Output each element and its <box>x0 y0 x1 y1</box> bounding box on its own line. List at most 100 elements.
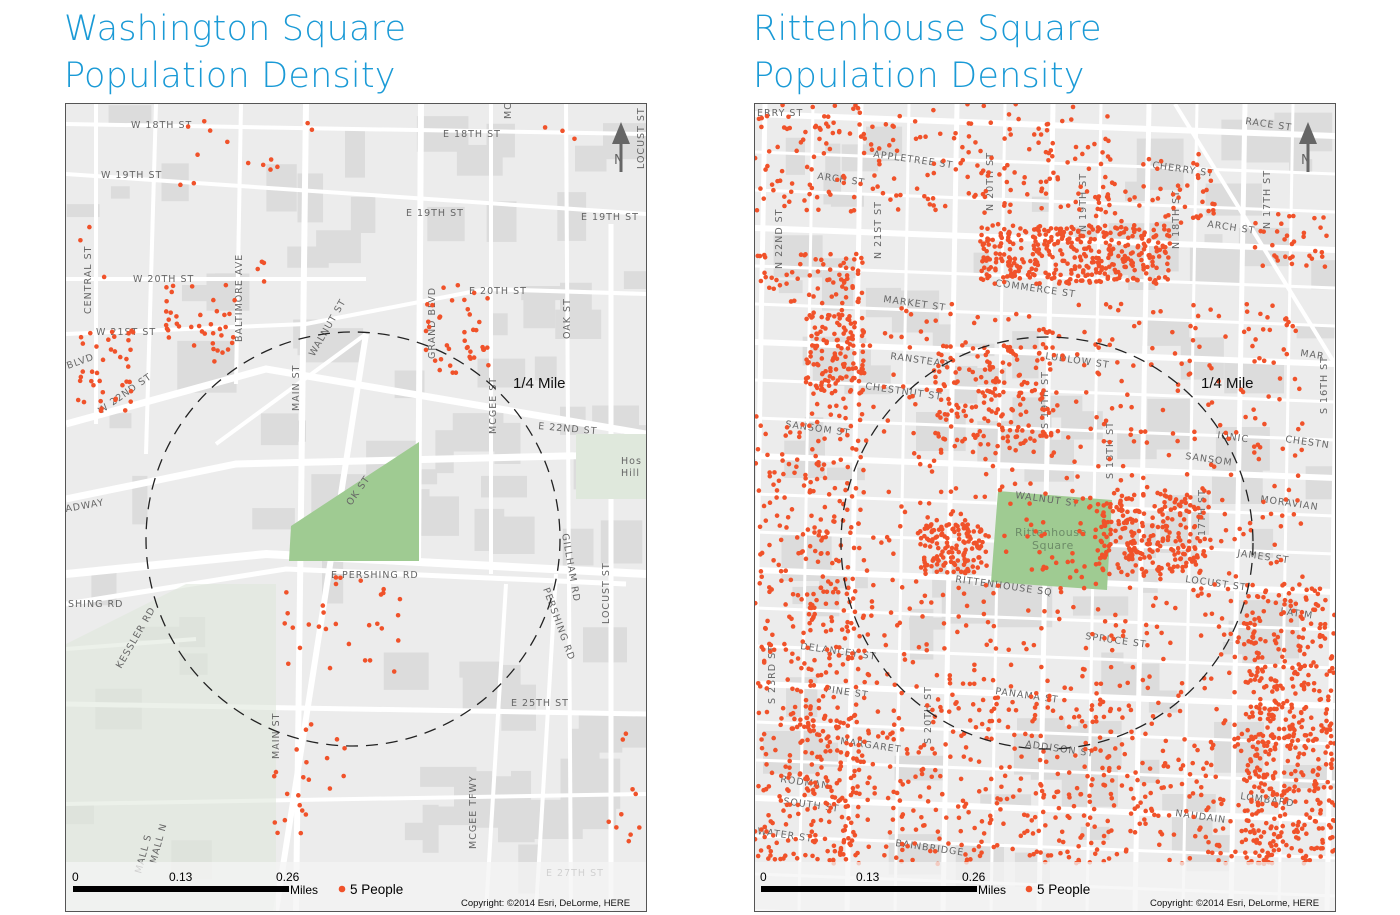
population-dot <box>1038 179 1044 185</box>
population-dot <box>1089 748 1094 753</box>
population-dot <box>1281 770 1287 775</box>
population-dot <box>1244 778 1250 784</box>
population-dot <box>926 785 932 790</box>
population-dot <box>1085 822 1091 827</box>
population-dot <box>978 239 983 244</box>
population-dot <box>210 341 216 346</box>
population-dot <box>1123 226 1128 231</box>
population-dot <box>178 182 183 188</box>
population-dot <box>1074 248 1079 253</box>
population-dot <box>944 344 949 349</box>
population-dot <box>1115 562 1120 567</box>
population-dot <box>1105 274 1111 280</box>
population-dot <box>949 545 955 551</box>
population-dot <box>426 324 432 330</box>
population-dot <box>1138 550 1143 556</box>
population-dot <box>816 438 821 444</box>
population-dot <box>1058 204 1064 210</box>
population-dot <box>1288 618 1294 623</box>
population-dot <box>1302 706 1307 712</box>
population-dot <box>1121 629 1126 634</box>
population-dot <box>817 529 822 534</box>
population-dot <box>1097 338 1102 343</box>
population-dot <box>1304 587 1309 593</box>
population-dot <box>843 265 849 271</box>
population-dot <box>1282 658 1288 664</box>
population-dot <box>1272 638 1278 643</box>
building <box>534 356 557 381</box>
population-dot <box>831 514 837 519</box>
population-dot <box>1018 776 1024 781</box>
population-dot <box>942 437 948 442</box>
population-dot <box>1260 788 1265 794</box>
population-dot <box>1130 233 1135 239</box>
population-dot <box>816 705 822 711</box>
population-dot <box>1318 622 1323 627</box>
population-dot <box>1060 356 1066 362</box>
population-dot <box>1123 189 1128 194</box>
population-dot <box>1248 620 1253 626</box>
population-dot <box>1269 852 1275 858</box>
population-dot <box>800 422 805 427</box>
population-dot <box>1250 582 1255 588</box>
population-dot <box>316 624 322 629</box>
washington-square-map[interactable]: W 18TH STE 18TH STW 19TH STE 19TH ST E 19… <box>65 103 647 912</box>
population-dot <box>1302 651 1307 657</box>
population-dot <box>1002 773 1008 779</box>
population-dot <box>1242 808 1248 814</box>
population-dot <box>971 681 977 687</box>
population-dot <box>814 336 819 342</box>
population-dot <box>985 359 990 364</box>
population-dot <box>1006 707 1012 713</box>
population-dot <box>958 776 964 782</box>
population-dot <box>1082 564 1087 569</box>
population-dot <box>542 125 548 130</box>
population-dot <box>1315 591 1321 597</box>
population-dot <box>850 366 856 371</box>
population-dot <box>810 718 816 723</box>
population-dot <box>976 707 982 713</box>
population-dot <box>1045 678 1050 684</box>
population-dot <box>1101 421 1107 427</box>
population-dot <box>1112 211 1118 216</box>
population-dot <box>924 387 930 393</box>
population-dot <box>756 710 762 716</box>
population-dot <box>795 811 801 817</box>
population-dot <box>787 758 792 764</box>
population-dot <box>1252 657 1258 663</box>
population-dot <box>890 137 896 143</box>
population-dot <box>755 829 758 834</box>
population-dot <box>1304 597 1309 602</box>
population-dot <box>1145 264 1150 270</box>
population-dot <box>1162 249 1168 255</box>
population-dot <box>863 438 869 443</box>
population-dot <box>798 550 804 555</box>
population-dot <box>809 513 814 519</box>
population-dot <box>956 706 961 711</box>
population-dot <box>1322 264 1328 269</box>
population-dot <box>1191 160 1196 166</box>
population-dot <box>771 187 776 193</box>
population-dot <box>806 611 812 617</box>
street-label: BLVD <box>65 352 96 372</box>
population-dot <box>1175 388 1181 394</box>
population-dot <box>1103 302 1109 307</box>
population-dot <box>1228 818 1233 824</box>
population-dot <box>1162 504 1168 510</box>
population-dot <box>989 155 994 161</box>
population-dot <box>208 321 214 327</box>
population-dot <box>964 531 970 537</box>
building <box>252 508 295 530</box>
population-dot <box>857 110 863 116</box>
population-dot <box>1306 672 1311 678</box>
population-dot <box>1266 751 1272 757</box>
building <box>773 235 823 278</box>
population-dot <box>813 383 819 389</box>
population-dot <box>808 381 813 387</box>
population-dot <box>952 443 958 449</box>
population-dot <box>1250 744 1256 750</box>
population-dot <box>1128 828 1133 834</box>
population-dot <box>1262 743 1267 749</box>
population-dot <box>1111 636 1116 642</box>
